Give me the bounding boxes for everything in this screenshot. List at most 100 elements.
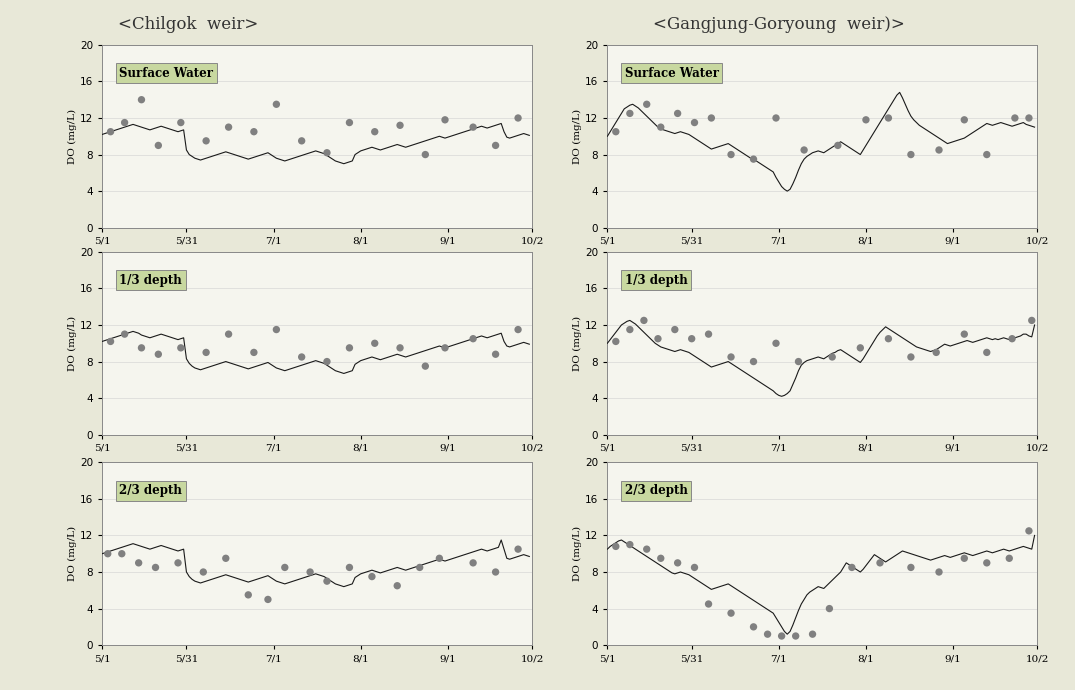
Text: <Chilgok  weir>: <Chilgok weir> [118, 16, 258, 32]
Point [649, 333, 666, 344]
Point [722, 351, 740, 362]
Point [768, 337, 785, 348]
Point [367, 337, 384, 348]
Point [417, 149, 434, 160]
Text: 1/3 depth: 1/3 depth [625, 274, 687, 287]
Point [1006, 112, 1023, 124]
Point [245, 126, 262, 137]
Point [621, 539, 639, 550]
Point [759, 629, 776, 640]
Point [930, 566, 947, 578]
Point [133, 342, 151, 353]
Point [116, 117, 133, 128]
Point [510, 112, 527, 124]
Point [653, 553, 670, 564]
Point [464, 558, 482, 569]
Point [902, 149, 919, 160]
Point [902, 562, 919, 573]
Point [956, 553, 973, 564]
Point [391, 342, 408, 353]
Point [318, 575, 335, 586]
Point [1020, 112, 1037, 124]
Point [259, 594, 276, 605]
Text: 2/3 depth: 2/3 depth [625, 484, 687, 497]
Point [220, 328, 238, 339]
Point [293, 135, 311, 146]
Point [851, 342, 869, 353]
Point [464, 333, 482, 344]
Point [829, 140, 846, 151]
Point [417, 361, 434, 372]
Point [116, 328, 133, 339]
Point [872, 558, 889, 569]
Point [768, 112, 785, 124]
Y-axis label: DO (mg/L): DO (mg/L) [68, 526, 77, 581]
Point [978, 558, 995, 569]
Point [436, 342, 454, 353]
Point [700, 598, 717, 609]
Point [220, 121, 238, 132]
Point [149, 348, 167, 359]
Point [487, 348, 504, 359]
Point [607, 126, 625, 137]
Point [956, 115, 973, 126]
Point [635, 315, 653, 326]
Point [301, 566, 318, 578]
Point [318, 147, 335, 158]
Point [217, 553, 234, 564]
Point [102, 126, 119, 137]
Point [318, 356, 335, 367]
Point [130, 558, 147, 569]
Point [790, 356, 807, 367]
Y-axis label: DO (mg/L): DO (mg/L) [573, 316, 583, 371]
Point [240, 589, 257, 600]
Point [956, 328, 973, 339]
Point [113, 548, 130, 559]
Point [102, 336, 119, 347]
Text: Surface Water: Surface Water [625, 67, 718, 80]
Point [700, 328, 717, 339]
Point [978, 347, 995, 358]
Point [1001, 553, 1018, 564]
Point [510, 324, 527, 335]
Text: 1/3 depth: 1/3 depth [119, 274, 182, 287]
Y-axis label: DO (mg/L): DO (mg/L) [68, 109, 77, 164]
Y-axis label: DO (mg/L): DO (mg/L) [573, 109, 583, 164]
Point [722, 149, 740, 160]
Point [436, 115, 454, 126]
Point [879, 333, 897, 344]
Point [99, 548, 116, 559]
Point [745, 154, 762, 165]
Y-axis label: DO (mg/L): DO (mg/L) [68, 316, 77, 371]
Point [843, 562, 860, 573]
Point [773, 631, 790, 642]
Point [683, 333, 700, 344]
Point [198, 135, 215, 146]
Point [607, 336, 625, 347]
Point [149, 140, 167, 151]
Point [804, 629, 821, 640]
Point [686, 117, 703, 128]
Point [431, 553, 448, 564]
Point [147, 562, 164, 573]
Point [745, 356, 762, 367]
Point [411, 562, 428, 573]
Point [510, 544, 527, 555]
Text: <Gangjung-Goryoung  weir)>: <Gangjung-Goryoung weir)> [654, 16, 905, 32]
Point [745, 621, 762, 632]
Point [391, 120, 408, 131]
Point [198, 347, 215, 358]
Point [268, 99, 285, 110]
Point [686, 562, 703, 573]
Point [858, 115, 875, 126]
Point [487, 566, 504, 578]
Point [902, 351, 919, 362]
Point [276, 562, 293, 573]
Point [639, 544, 656, 555]
Point [341, 562, 358, 573]
Point [172, 117, 189, 128]
Point [669, 108, 686, 119]
Point [464, 121, 482, 132]
Point [245, 347, 262, 358]
Point [172, 342, 189, 353]
